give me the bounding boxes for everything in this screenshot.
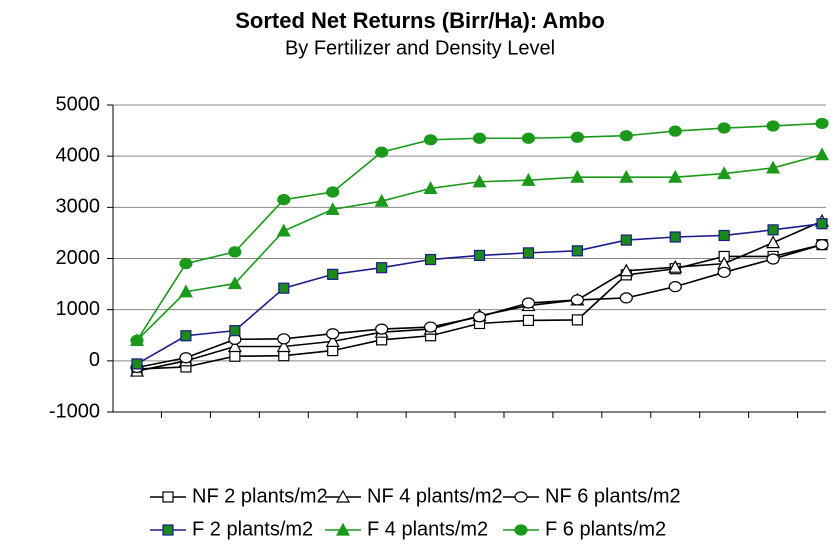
marker: [619, 292, 633, 304]
marker: [277, 333, 291, 345]
marker: [815, 117, 829, 130]
marker: [325, 334, 340, 347]
marker: [278, 282, 290, 294]
legend-label: NF 4 plants/m2: [367, 485, 503, 507]
marker: [423, 321, 438, 333]
marker: [619, 263, 634, 277]
marker: [228, 246, 242, 258]
marker: [179, 352, 193, 364]
marker: [131, 358, 143, 370]
marker: [570, 294, 584, 306]
legend-label: F 4 plants/m2: [367, 518, 488, 540]
marker: [571, 314, 583, 326]
marker: [521, 172, 536, 186]
marker: [668, 281, 682, 293]
legend-label: NF 2 plants/m2: [192, 485, 328, 507]
marker: [276, 223, 291, 237]
marker: [766, 253, 780, 265]
marker: [178, 284, 193, 298]
marker: [375, 323, 389, 335]
y-tick-label: -1000: [49, 400, 100, 422]
marker: [472, 132, 487, 144]
y-tick-label: 4000: [56, 144, 101, 166]
marker: [668, 259, 683, 273]
marker: [767, 224, 779, 236]
marker: [227, 276, 242, 290]
marker: [326, 186, 340, 198]
marker: [668, 125, 682, 137]
marker: [521, 297, 536, 309]
marker: [522, 247, 535, 259]
marker: [717, 122, 731, 134]
legend-marker: [335, 522, 351, 536]
marker: [669, 231, 681, 243]
marker: [424, 253, 437, 266]
marker: [472, 174, 487, 188]
legend-label: F 6 plants/m2: [545, 518, 666, 540]
marker: [766, 120, 780, 132]
marker: [619, 169, 634, 183]
marker: [423, 134, 438, 146]
marker: [766, 160, 781, 174]
marker: [472, 311, 487, 323]
legend-marker: [335, 489, 351, 503]
marker: [376, 262, 388, 274]
marker: [522, 314, 535, 327]
y-tick-label: 3000: [56, 196, 101, 218]
marker: [521, 132, 536, 144]
marker: [326, 328, 340, 340]
marker: [619, 130, 633, 142]
marker: [327, 268, 339, 280]
marker: [180, 330, 192, 342]
marker: [815, 147, 830, 161]
y-tick-label: 0: [89, 349, 100, 371]
marker: [277, 194, 291, 206]
marker: [571, 245, 583, 257]
legend-marker: [514, 491, 528, 503]
marker: [717, 266, 731, 278]
marker: [179, 258, 193, 270]
legend-label: F 2 plants/m2: [192, 518, 313, 540]
marker: [766, 235, 781, 249]
marker: [570, 169, 585, 183]
legend-marker: [514, 524, 528, 536]
marker: [717, 166, 732, 180]
legend-marker: [162, 491, 174, 503]
y-tick-label: 1000: [56, 298, 101, 320]
marker: [327, 345, 339, 357]
marker: [227, 339, 242, 353]
marker: [276, 339, 291, 353]
marker: [325, 202, 340, 215]
marker: [718, 229, 730, 242]
marker: [375, 146, 389, 158]
marker: [130, 334, 144, 346]
legend-marker: [162, 524, 174, 536]
marker: [816, 218, 828, 230]
y-tick-label: 5000: [56, 93, 101, 115]
marker: [668, 169, 683, 183]
marker: [620, 234, 632, 246]
marker: [229, 350, 241, 362]
legend-label: NF 6 plants/m2: [545, 485, 681, 507]
chart-subtitle: By Fertilizer and Density Level: [285, 37, 555, 59]
chart-title: Sorted Net Returns (Birr/Ha): Ambo: [235, 8, 605, 33]
marker: [815, 239, 829, 251]
marker: [229, 325, 241, 337]
marker: [473, 249, 486, 262]
marker: [374, 193, 389, 207]
marker: [423, 181, 438, 195]
marker: [278, 350, 290, 362]
y-tick-label: 2000: [56, 247, 101, 269]
marker: [570, 131, 584, 143]
